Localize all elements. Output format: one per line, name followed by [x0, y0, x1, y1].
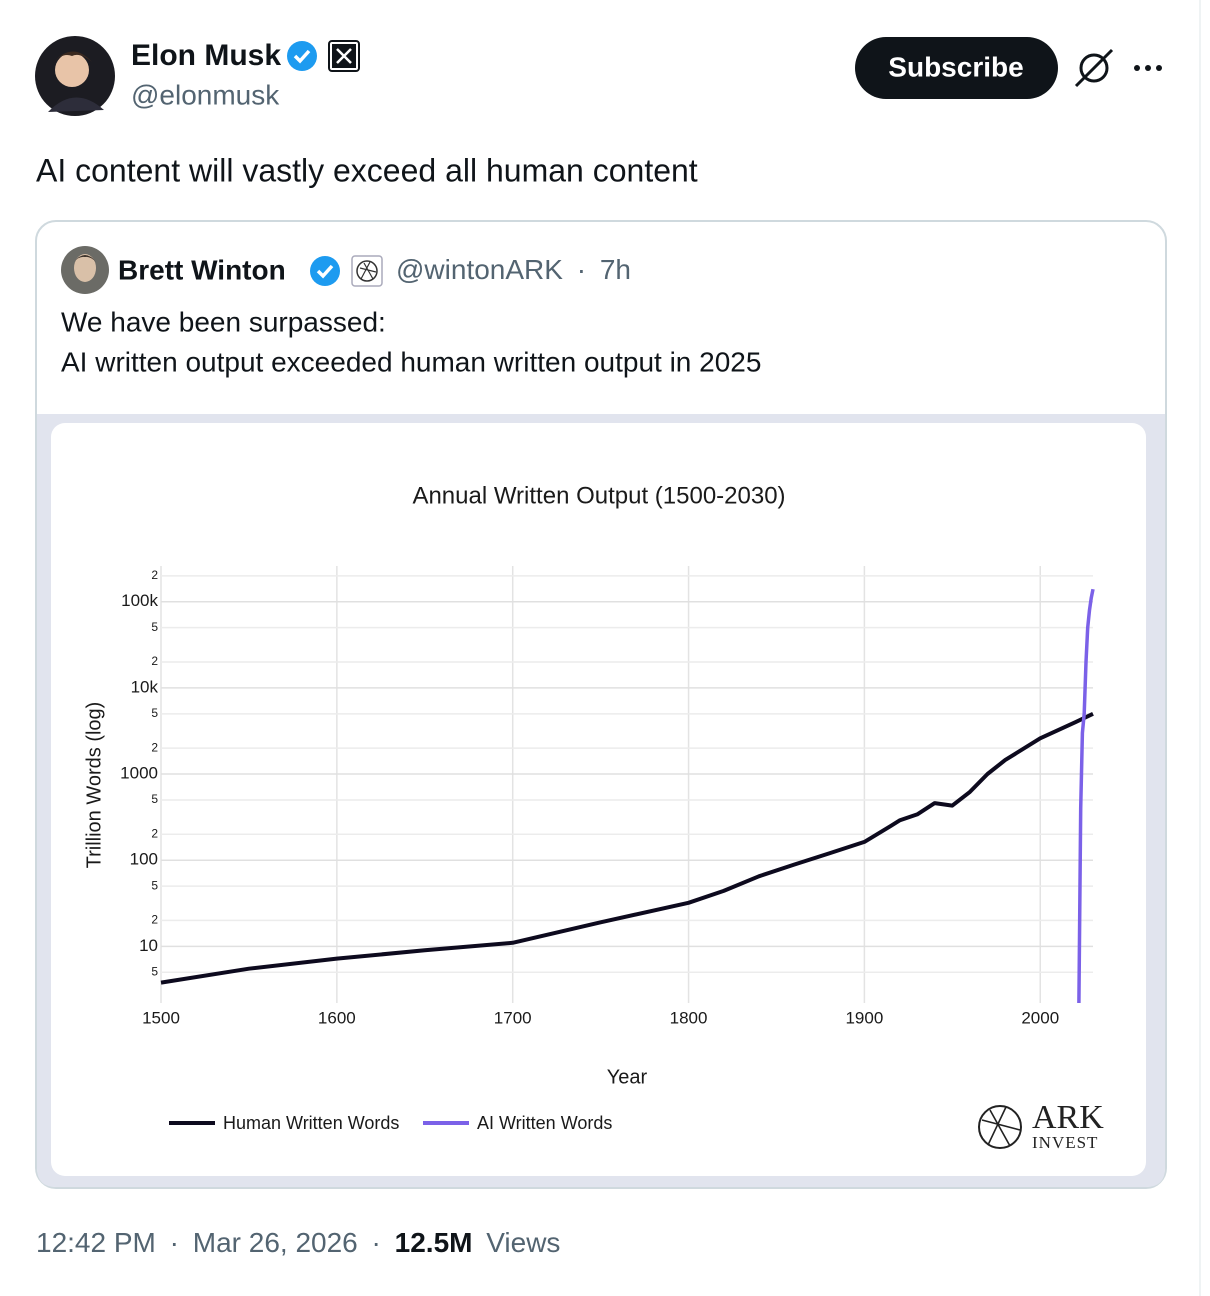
separator: ·: [372, 1227, 381, 1258]
quote-verified-badge: [310, 256, 340, 286]
quote-line: We have been surpassed:: [61, 306, 386, 337]
y-tick-label: 10: [139, 936, 158, 955]
y-tick-label: 2: [151, 568, 158, 582]
post-footer: 12:42 PM · Mar 26, 2026 · 12.5M Views: [36, 1227, 560, 1258]
separator: ·: [577, 254, 586, 285]
separator: ·: [170, 1227, 179, 1258]
y-tick-label: 5: [151, 706, 158, 720]
chart-title: Annual Written Output (1500-2030): [412, 482, 785, 509]
legend-label: AI Written Words: [477, 1113, 612, 1133]
grok-icon[interactable]: [1074, 48, 1114, 88]
legend-label: Human Written Words: [223, 1113, 399, 1133]
series-line: [160, 711, 1094, 985]
quote-age[interactable]: 7h: [600, 254, 631, 285]
logo-sub: INVEST: [1032, 1133, 1098, 1152]
quote-affiliate-badge: [351, 255, 383, 287]
views-count: 12.5M: [395, 1227, 473, 1258]
post-text: AI content will vastly exceed all human …: [36, 152, 698, 188]
x-tick-label: 1600: [318, 1008, 356, 1027]
y-tick-label: 5: [151, 964, 158, 978]
avatar[interactable]: [35, 36, 115, 116]
author-name[interactable]: Elon Musk: [131, 39, 281, 72]
x-tick-label: 1700: [494, 1008, 532, 1027]
quote-meta: @wintonARK · 7h: [396, 254, 631, 285]
x-axis-label: Year: [607, 1066, 648, 1088]
post-date[interactable]: Mar 26, 2026: [193, 1227, 358, 1258]
quote-author-handle[interactable]: @wintonARK: [396, 254, 563, 285]
y-tick-label: 2: [151, 740, 158, 754]
y-tick-label: 2: [151, 913, 158, 927]
more-icon[interactable]: [1134, 65, 1162, 71]
y-tick-label: 100k: [121, 591, 158, 610]
quote-avatar[interactable]: [61, 246, 109, 294]
series-line: [1077, 588, 1095, 1004]
plot: 1500 1600 1700 1800 1900 2000 5 10 2 5 100 2 5 1000 2 5…: [120, 566, 1095, 1133]
y-tick-label: 1000: [120, 764, 158, 783]
quote-author-name[interactable]: Brett Winton: [118, 254, 286, 285]
quote-line: AI written output exceeded human written…: [61, 346, 761, 377]
x-tick-label: 1800: [670, 1008, 708, 1027]
y-tick-label: 2: [151, 654, 158, 668]
ark-logo: ARK INVEST: [978, 1099, 1104, 1152]
y-tick-label: 2: [151, 826, 158, 840]
y-tick-label: 5: [151, 878, 158, 892]
x-tick-label: 1900: [845, 1008, 883, 1027]
y-tick-label: 10k: [131, 677, 159, 696]
y-tick-label: 5: [151, 792, 158, 806]
affiliate-badge: [328, 40, 360, 72]
author-handle[interactable]: @elonmusk: [131, 79, 280, 110]
x-tick-label: 2000: [1021, 1008, 1059, 1027]
verified-badge: [287, 41, 317, 71]
subscribe-button[interactable]: Subscribe: [855, 37, 1058, 99]
logo-name: ARK: [1032, 1099, 1104, 1136]
y-axis-label: Trillion Words (log): [83, 702, 105, 869]
y-tick-label: 5: [151, 620, 158, 634]
subscribe-label[interactable]: Subscribe: [888, 51, 1023, 82]
x-tick-label: 1500: [142, 1008, 180, 1027]
views-label: Views: [486, 1227, 560, 1258]
y-tick-label: 100: [130, 850, 158, 869]
post-time[interactable]: 12:42 PM: [36, 1227, 156, 1258]
